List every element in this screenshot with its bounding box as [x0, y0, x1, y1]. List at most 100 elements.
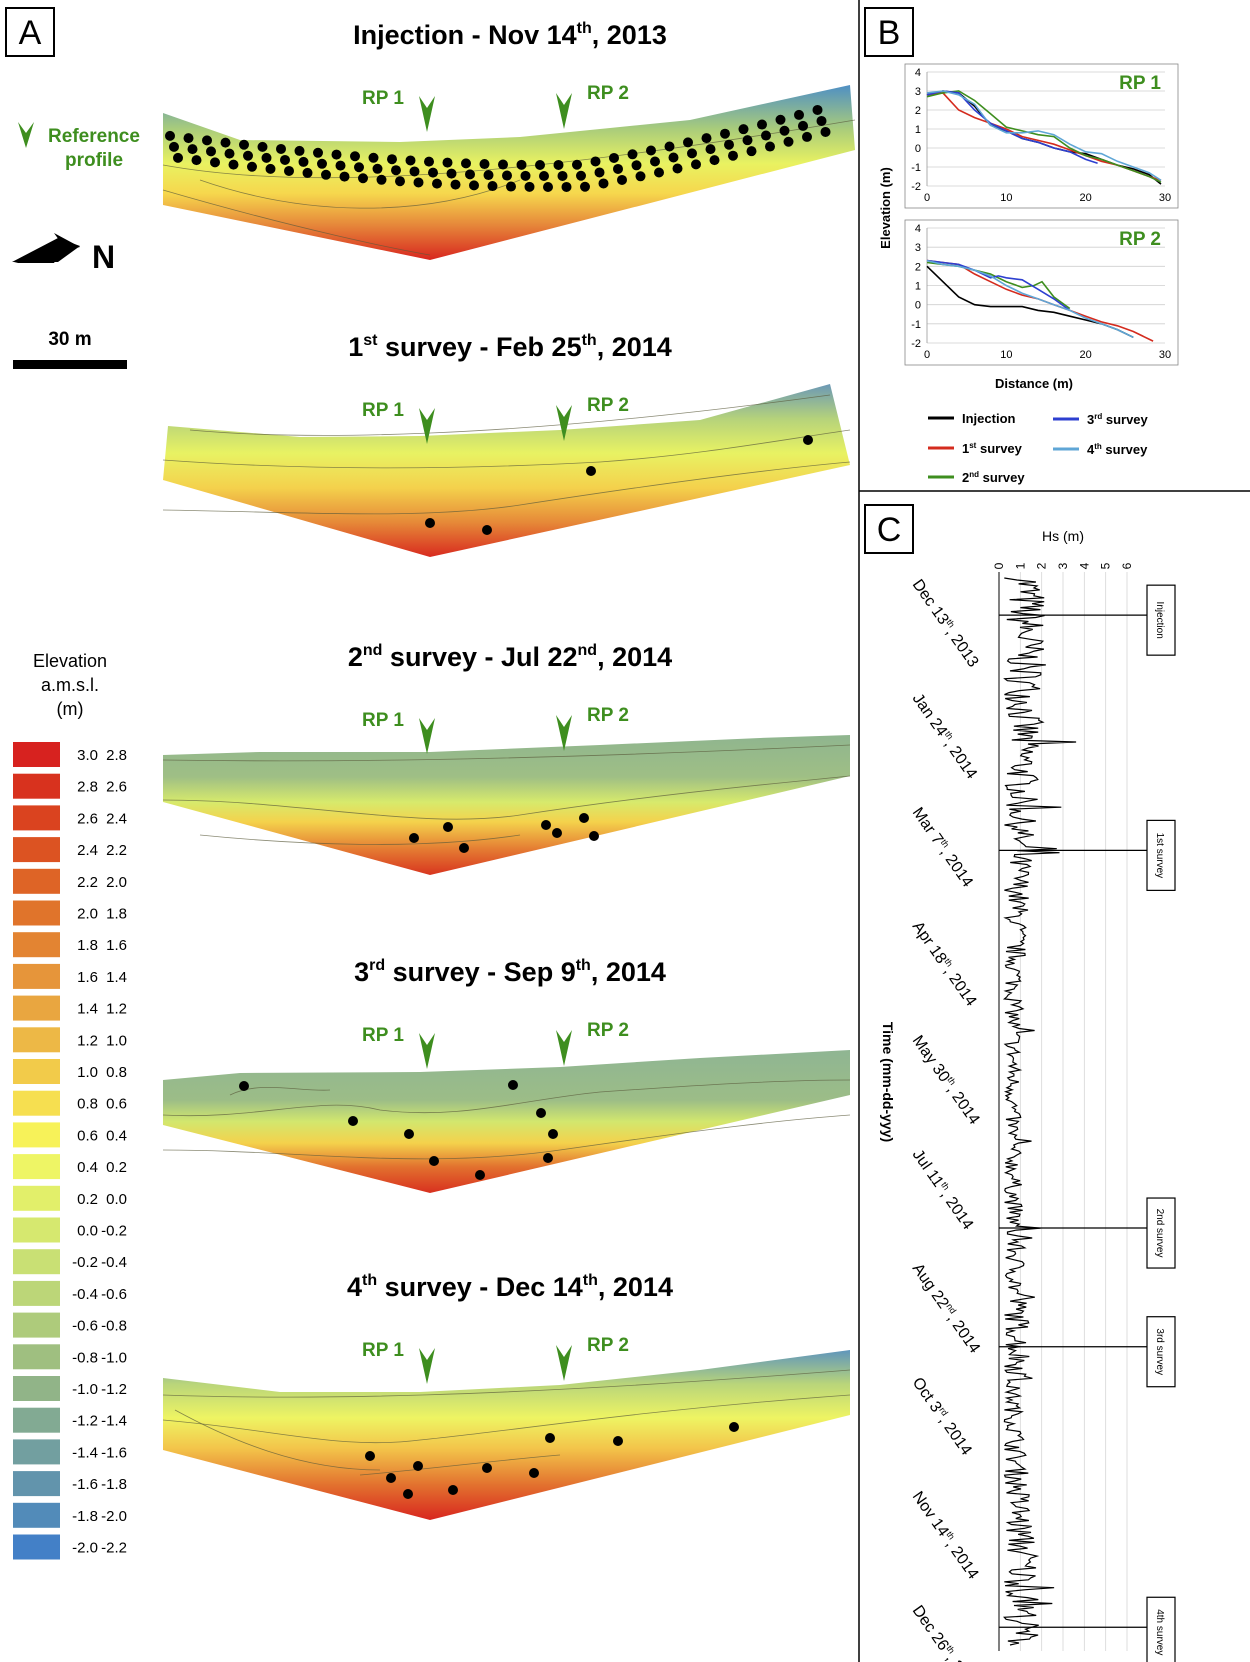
rp2-arrow-icon [556, 93, 572, 129]
tracer-pebble [202, 135, 212, 146]
tracer-pebble [386, 1473, 396, 1483]
tracer-pebble [206, 146, 216, 157]
tracer-pebble [302, 167, 313, 178]
tracer-pebble [516, 159, 527, 170]
event-box [1146, 584, 1176, 656]
tracer-pebble [579, 813, 589, 823]
tracer-pebble [664, 141, 675, 152]
tracer-pebble [783, 136, 794, 147]
rp1-label: RP 1 [362, 710, 404, 731]
tracer-pebble [403, 1489, 413, 1499]
tracer-pebble [313, 147, 323, 158]
elevation-surface [163, 384, 850, 557]
elevation-surface [163, 1050, 850, 1193]
tracer-pebble [701, 133, 712, 144]
tracer-pebble [465, 169, 475, 180]
scale-lo-label: 0.6 [106, 1096, 127, 1113]
color-swatch [13, 1249, 60, 1275]
elevation-map: Injection - Nov 14th, 2013 RP 1 RP 2 [162, 20, 856, 260]
tracer-pebble [165, 130, 175, 141]
scale-lo-label: -1.8 [101, 1476, 127, 1493]
tracer-pebble [405, 155, 416, 166]
scale-hi-label: -1.2 [72, 1413, 98, 1430]
scale-hi-label: 0.4 [77, 1159, 98, 1176]
scale-hi-label: 1.6 [77, 969, 98, 986]
event-label: 1st survey [1154, 833, 1165, 879]
tracer-pebble [429, 1156, 439, 1166]
title-part: survey - Sep 9 [385, 957, 576, 987]
tracer-pebble [482, 525, 492, 535]
rp2-label: RP 2 [587, 1020, 629, 1041]
color-swatch [13, 1502, 60, 1528]
title-sup: th [576, 957, 591, 974]
title-part: 2 [348, 642, 363, 672]
panel-c-label: C [877, 511, 902, 549]
map-title: 4th survey - Dec 14th, 2014 [347, 1272, 673, 1302]
x-tick-label: 2 [1035, 562, 1049, 569]
chart-frame [904, 63, 1179, 209]
elevation-map: 1st survey - Feb 25th, 2014 RP 1 RP 2 [162, 332, 851, 557]
tracer-pebble [265, 163, 276, 174]
scale-lo-label: -1.4 [101, 1413, 127, 1430]
tracer-pebble [794, 109, 804, 120]
rp2-label: RP 2 [587, 705, 629, 726]
tracer-pebble [424, 156, 434, 167]
legend-item: 2nd survey [928, 470, 1025, 485]
legend-item: Injection [928, 411, 1016, 426]
scale-lo-label: 2.0 [106, 874, 127, 891]
tracer-pebble [448, 1485, 458, 1495]
scale-lo-label: -0.4 [101, 1254, 127, 1271]
scale-hi-label: 2.6 [77, 810, 98, 827]
tracer-pebble [609, 152, 619, 163]
chart-frame [904, 219, 1179, 366]
tracer-pebble [498, 159, 508, 170]
elevation-legend-title: Elevation a.m.s.l. (m) [33, 651, 107, 719]
tracer-pebble [541, 820, 551, 830]
color-swatch [13, 837, 60, 863]
tracer-pebble [668, 152, 679, 163]
tracer-pebble [757, 119, 767, 130]
color-swatch [13, 1090, 60, 1116]
legend-label: 4th survey [1087, 442, 1148, 457]
title-part: 1 [348, 332, 363, 362]
legend-item: 1st survey [928, 441, 1023, 456]
event-box [1146, 1596, 1176, 1662]
date-label: Dec 13th, 2013 [909, 576, 983, 671]
scale-hi-label: 2.2 [77, 874, 98, 891]
color-swatch [13, 932, 60, 958]
tracer-pebble [720, 128, 730, 139]
title-sup: th [583, 1272, 598, 1289]
scale-hi-label: 1.8 [77, 937, 98, 954]
tracer-pebble [317, 158, 327, 169]
tracer-pebble [650, 156, 660, 167]
rp2-label: RP 2 [587, 395, 629, 416]
tracer-pebble [469, 180, 479, 191]
scale-lo-label: 0.4 [106, 1127, 127, 1144]
tracer-pebble [475, 1170, 485, 1180]
tracer-pebble [548, 1129, 558, 1139]
panel-a-label: A [19, 14, 42, 52]
profile-line [926, 259, 1071, 312]
tracer-pebble [409, 833, 419, 843]
rp1-arrow-icon [419, 96, 435, 132]
y-tick-label: 3 [915, 242, 921, 254]
elev-title-1: Elevation [33, 651, 107, 671]
contour-line [162, 461, 851, 515]
tracer-pebble [483, 170, 494, 181]
tracer-pebble [220, 137, 231, 148]
color-swatch [13, 1185, 60, 1211]
tracer-pebble [572, 159, 582, 170]
tracer-pebble [387, 154, 397, 165]
scale-lo-label: 0.0 [106, 1191, 127, 1208]
title-sup: th [362, 1272, 377, 1289]
y-tick-label: 0 [915, 143, 921, 155]
date-label: Nov 14th, 2014 [909, 1488, 983, 1583]
title-part: , 2014 [591, 957, 666, 987]
contour-line [199, 834, 521, 845]
scale-bar-rect [13, 360, 127, 369]
tracer-pebble [729, 1422, 739, 1432]
tracer-pebble [247, 161, 257, 172]
tracer-pebble [529, 1468, 539, 1478]
date-label: Jul 11th, 2014 [909, 1146, 977, 1233]
tracer-pebble [239, 1081, 249, 1091]
